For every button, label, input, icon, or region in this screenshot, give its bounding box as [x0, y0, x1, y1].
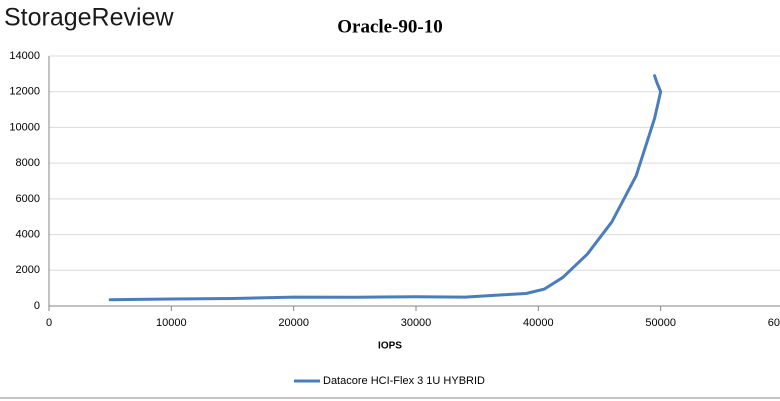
- data-line: [108, 74, 663, 302]
- y-tick-label: 14000: [9, 50, 40, 62]
- y-tick-label: 2000: [16, 264, 40, 276]
- x-axis-label: IOPS: [378, 341, 402, 352]
- x-tick-label: 30000: [401, 317, 432, 329]
- y-tick-label: 8000: [16, 157, 40, 169]
- x-tick-label: 10000: [156, 317, 187, 329]
- chart-title: Oracle-90-10: [337, 16, 443, 37]
- y-tick-label: 4000: [16, 228, 40, 240]
- logo: StorageReview: [4, 4, 174, 32]
- x-tick-label: 0: [46, 317, 52, 329]
- legend-label: Datacore HCI-Flex 3 1U HYBRID: [323, 375, 485, 387]
- y-tick-label: 6000: [16, 193, 40, 205]
- x-tick-label: 20000: [278, 317, 309, 329]
- x-tick-label: 60000: [768, 317, 780, 329]
- y-tick-label: 10000: [9, 121, 40, 133]
- y-tick-label: 12000: [9, 86, 40, 98]
- x-tick-label: 50000: [645, 317, 676, 329]
- x-tick-label: 40000: [523, 317, 554, 329]
- y-tick-label: 0: [34, 300, 40, 312]
